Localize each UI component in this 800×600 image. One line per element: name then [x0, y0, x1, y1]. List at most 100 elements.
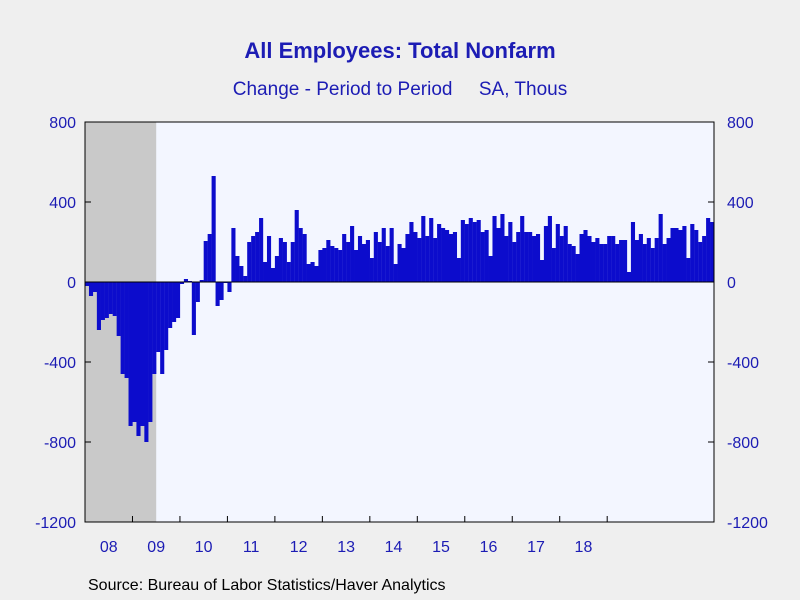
chart-subtitle: Change - Period to Period SA, Thous: [232, 79, 568, 100]
bar: [152, 282, 157, 374]
bar: [361, 244, 367, 282]
bar: [247, 242, 252, 282]
bar: [413, 232, 418, 282]
bar: [365, 240, 370, 282]
bar: [456, 258, 461, 282]
bar: [274, 256, 279, 282]
bar: [662, 244, 667, 282]
bar: [290, 242, 295, 282]
bar: [441, 228, 446, 282]
bar: [298, 228, 303, 282]
y-tick-label-left: 800: [49, 115, 76, 132]
bar: [172, 282, 177, 322]
bar: [294, 210, 299, 282]
bar: [710, 222, 715, 282]
bar: [551, 248, 556, 282]
bar: [334, 248, 339, 282]
chart-title: All Employees: Total Nonfarm: [244, 38, 556, 63]
y-tick-label-left: 0: [67, 275, 76, 292]
bar: [516, 232, 521, 282]
x-tick-label: 13: [337, 539, 355, 556]
bar: [350, 226, 355, 282]
bar: [231, 228, 236, 282]
bar: [286, 262, 291, 282]
bar: [338, 250, 343, 282]
bar: [571, 246, 576, 282]
bar: [539, 260, 545, 282]
bar: [191, 282, 196, 335]
bar: [599, 244, 604, 282]
bar: [108, 282, 113, 314]
plot-area: [85, 122, 714, 522]
bar: [310, 262, 315, 282]
bar: [421, 216, 426, 282]
bar: [164, 282, 169, 350]
bar: [318, 250, 323, 282]
bar: [417, 238, 422, 282]
bar: [634, 240, 639, 282]
bar: [698, 242, 703, 282]
bar: [401, 248, 406, 282]
bar: [547, 216, 552, 282]
bar: [429, 218, 434, 282]
bar: [555, 224, 560, 282]
bar: [160, 282, 165, 374]
bar: [630, 222, 636, 282]
bar: [591, 242, 596, 282]
bar: [611, 236, 616, 282]
bar: [488, 256, 493, 282]
bar: [706, 218, 711, 282]
bar: [484, 230, 489, 282]
bar: [638, 234, 643, 282]
bar: [532, 236, 537, 282]
bar: [678, 230, 683, 282]
bar: [409, 222, 414, 282]
bar: [330, 246, 335, 282]
bar: [690, 224, 695, 282]
x-tick-label: 08: [100, 539, 118, 556]
y-tick-label-left: -400: [44, 355, 76, 372]
y-tick-label-right: 800: [727, 115, 754, 132]
bar: [393, 264, 398, 282]
y-tick-label-right: 0: [727, 275, 736, 292]
bar: [215, 282, 220, 306]
bar: [203, 241, 208, 282]
bar: [381, 228, 386, 282]
bar: [563, 226, 568, 282]
x-tick-label: 09: [147, 539, 165, 556]
bar: [682, 226, 687, 282]
bar: [670, 228, 675, 282]
bar: [650, 248, 655, 282]
y-tick-label-left: 400: [49, 195, 76, 212]
bar: [88, 282, 94, 296]
bar: [535, 234, 541, 282]
bar: [579, 234, 584, 282]
bar: [195, 282, 200, 302]
x-tick-label: 16: [480, 539, 498, 556]
bar: [433, 238, 438, 282]
bar: [658, 214, 663, 282]
bar: [508, 222, 513, 282]
x-tick-label: 17: [527, 539, 545, 556]
bar: [476, 220, 481, 282]
bar: [373, 232, 378, 282]
y-tick-label-right: -400: [727, 355, 759, 372]
bar: [504, 236, 509, 282]
bar: [623, 240, 628, 282]
bar: [385, 246, 390, 282]
bar: [227, 282, 232, 292]
bar: [603, 244, 608, 282]
bar: [124, 282, 129, 378]
bar: [492, 216, 497, 282]
bar: [326, 240, 331, 282]
bar: [524, 232, 529, 282]
bar: [168, 282, 173, 328]
bar: [179, 282, 185, 284]
bar: [397, 244, 402, 282]
bar: [468, 218, 473, 282]
bar: [520, 216, 525, 282]
bar: [92, 282, 98, 292]
bar: [567, 244, 572, 282]
bar: [120, 282, 125, 374]
